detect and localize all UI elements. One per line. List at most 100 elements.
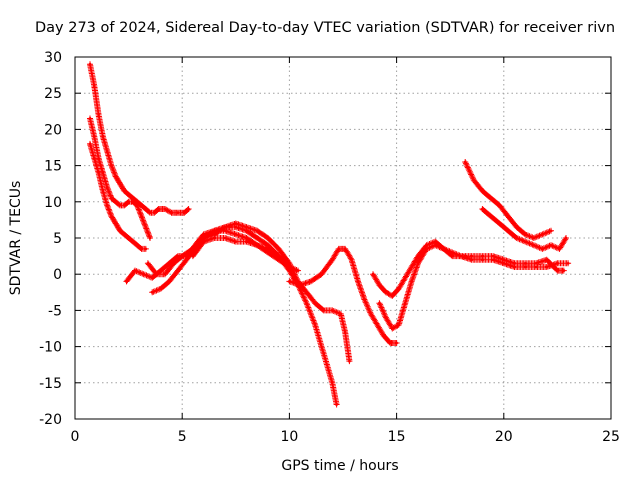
- data-point: [558, 247, 561, 251]
- data-point: [144, 247, 148, 251]
- data-point: [523, 261, 527, 265]
- data-point: [142, 272, 146, 276]
- data-points: [87, 115, 153, 241]
- data-point: [150, 276, 154, 280]
- data-point: [234, 222, 238, 225]
- data-point: [425, 247, 429, 251]
- x-tick-label: 10: [280, 429, 298, 445]
- data-point: [442, 247, 446, 251]
- data-point: [101, 135, 105, 139]
- data-point: [159, 287, 163, 291]
- data-point: [97, 113, 100, 117]
- data-point: [491, 258, 495, 262]
- data-point: [92, 84, 96, 88]
- data-point: [480, 258, 484, 262]
- data-point: [122, 232, 126, 236]
- data-points: [479, 206, 569, 252]
- data-point: [384, 290, 388, 294]
- data-point: [167, 280, 171, 283]
- data-point: [397, 287, 401, 291]
- data-point: [255, 236, 259, 240]
- x-axis-label: GPS time / hours: [281, 458, 398, 474]
- data-point: [433, 240, 437, 244]
- data-point: [403, 276, 407, 280]
- data-point: [515, 225, 519, 229]
- data-point: [150, 290, 154, 294]
- y-tick-label: 5: [53, 231, 62, 247]
- y-tick-label: -20: [39, 412, 62, 428]
- data-point: [105, 204, 109, 207]
- data-point: [114, 222, 118, 225]
- y-tick-label: 15: [44, 159, 62, 175]
- data-point: [502, 258, 506, 262]
- data-point: [212, 236, 216, 240]
- data-point: [566, 261, 570, 265]
- data-point: [144, 207, 148, 211]
- data-point: [266, 236, 270, 240]
- y-tick-label: -10: [39, 340, 62, 356]
- x-tick-label: 15: [388, 429, 406, 445]
- data-point: [382, 334, 386, 338]
- data-point: [388, 341, 392, 345]
- data-point: [322, 352, 326, 356]
- data-point: [433, 243, 437, 247]
- data-point: [172, 261, 176, 265]
- data-point: [88, 117, 92, 120]
- series-arc-3: [87, 140, 149, 252]
- data-point: [187, 207, 191, 211]
- data-point: [459, 254, 463, 258]
- data-point: [309, 280, 313, 283]
- data-point: [506, 214, 510, 218]
- data-point: [463, 160, 467, 164]
- data-point: [523, 265, 527, 269]
- data-point: [545, 265, 549, 269]
- data-point: [245, 225, 248, 229]
- data-point: [523, 232, 527, 236]
- series-arc-11: [462, 159, 554, 241]
- data-point: [234, 240, 238, 244]
- series-arc-7: [189, 235, 293, 270]
- data-point: [127, 236, 130, 240]
- data-point: [545, 258, 549, 262]
- data-point: [122, 204, 126, 207]
- series-arc-12: [479, 206, 569, 252]
- data-point: [105, 149, 109, 153]
- data-point: [92, 156, 96, 160]
- data-point: [152, 211, 156, 215]
- data-point: [212, 229, 216, 233]
- data-point: [97, 171, 100, 175]
- data-point: [245, 240, 248, 244]
- data-point: [335, 403, 338, 406]
- data-point: [101, 171, 105, 175]
- data-point: [277, 254, 281, 258]
- data-point: [470, 258, 474, 262]
- data-point: [288, 280, 291, 283]
- y-tick-label: 25: [44, 86, 62, 102]
- data-point: [140, 214, 143, 218]
- data-point: [375, 323, 379, 327]
- data-point: [245, 229, 248, 233]
- data-point: [390, 327, 394, 330]
- series-arc-2: [87, 115, 153, 241]
- data-point: [532, 236, 536, 240]
- data-point: [371, 272, 375, 276]
- data-point: [513, 261, 516, 265]
- data-point: [110, 164, 113, 168]
- data-point: [549, 243, 553, 247]
- data-point: [182, 211, 186, 215]
- data-point: [135, 243, 139, 247]
- series-arc-1: [87, 61, 192, 216]
- data-point: [212, 232, 216, 236]
- data-point: [298, 283, 302, 287]
- data-point: [140, 247, 143, 251]
- data-point: [513, 265, 516, 269]
- data-point: [163, 272, 167, 276]
- data-point: [515, 236, 519, 240]
- data-point: [202, 240, 206, 244]
- data-point: [534, 261, 538, 265]
- data-point: [556, 269, 559, 272]
- data-point: [223, 225, 227, 229]
- data-point: [330, 309, 334, 312]
- data-point: [540, 232, 544, 236]
- y-axis-label: SDTVAR / TECUs: [8, 181, 24, 296]
